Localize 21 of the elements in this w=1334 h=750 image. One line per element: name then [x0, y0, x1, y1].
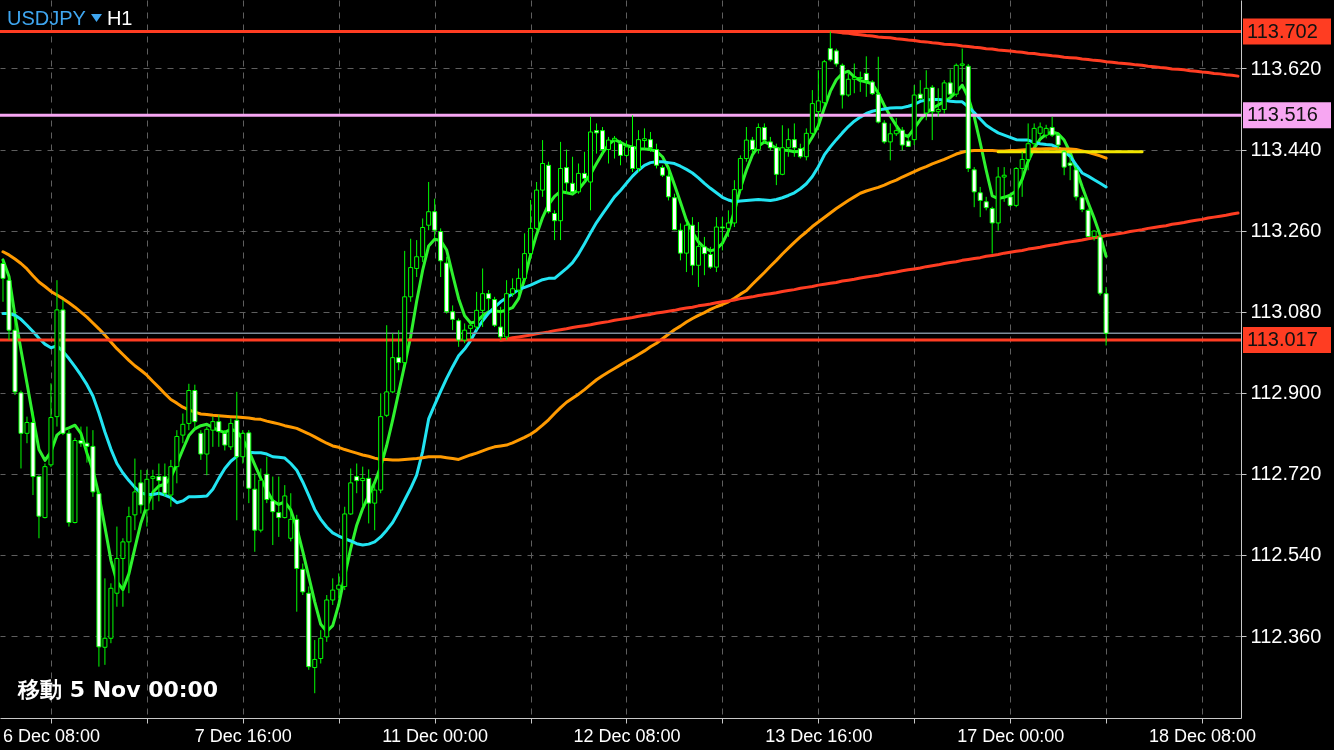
ref-line-label: 113.516: [1247, 103, 1318, 126]
x-tick-label: 18 Dec 08:00: [1148, 725, 1257, 746]
y-tick-label: 113.080: [1250, 300, 1322, 323]
chart-subtitle: H1: [106, 7, 133, 29]
x-tick-label: 11 Dec 00:00: [382, 725, 489, 746]
x-tick-label: 17 Dec 00:00: [957, 725, 1065, 746]
y-tick-label: 113.440: [1250, 138, 1322, 161]
ref-line-label: 113.017: [1247, 328, 1318, 351]
x-tick-label: 6 Dec 08:00: [2, 725, 100, 746]
y-tick-label: 113.620: [1250, 56, 1322, 79]
y-tick-label: 112.900: [1250, 381, 1322, 404]
y-tick-label: 113.260: [1250, 219, 1322, 242]
chart-title: USDJPY: [7, 7, 86, 29]
ref-line-label: 113.702: [1247, 19, 1318, 42]
x-tick-label: 7 Dec 16:00: [194, 725, 292, 746]
y-tick-label: 112.540: [1250, 543, 1322, 566]
y-tick-label: 112.360: [1250, 624, 1322, 647]
y-tick-label: 112.720: [1250, 462, 1322, 485]
x-tick-label: 13 Dec 16:00: [765, 725, 873, 746]
annotation: 移動 5 Nov 00:00: [18, 676, 219, 704]
x-tick-label: 12 Dec 08:00: [573, 725, 681, 746]
